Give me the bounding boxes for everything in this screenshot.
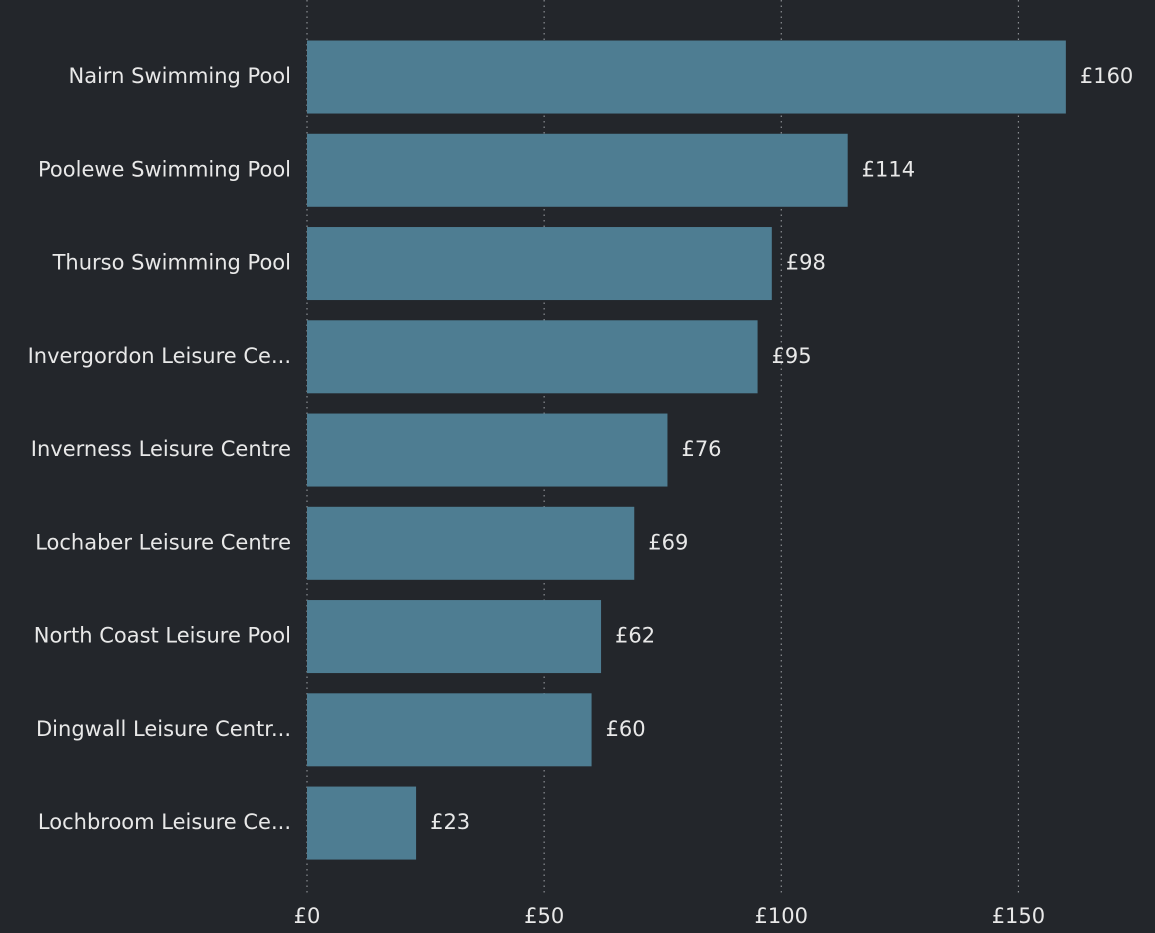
bar — [307, 227, 772, 301]
y-tick-label: Dingwall Leisure Centr... — [36, 717, 291, 741]
value-label: £98 — [786, 251, 826, 275]
y-tick-label: Invergordon Leisure Ce... — [28, 344, 291, 368]
y-tick-label: Lochaber Leisure Centre — [35, 530, 291, 554]
value-label: £76 — [681, 437, 721, 461]
y-tick-label: Lochbroom Leisure Ce... — [38, 810, 291, 834]
bar — [307, 413, 668, 487]
bar — [307, 320, 758, 394]
value-label: £95 — [772, 344, 812, 368]
x-tick-label: £100 — [755, 904, 808, 928]
bar — [307, 786, 417, 860]
value-label: £69 — [648, 530, 688, 554]
bar — [307, 40, 1066, 114]
x-tick-label: £0 — [294, 904, 321, 928]
bar — [307, 693, 592, 767]
y-tick-label: North Coast Leisure Pool — [34, 624, 291, 648]
bar — [307, 133, 848, 207]
y-tick-label: Poolewe Swimming Pool — [38, 157, 291, 181]
bar — [307, 600, 602, 674]
y-tick-label: Inverness Leisure Centre — [31, 437, 291, 461]
bar — [307, 506, 635, 580]
value-label: £60 — [606, 717, 646, 741]
x-tick-label: £150 — [992, 904, 1045, 928]
value-label: £23 — [430, 810, 470, 834]
y-tick-label: Thurso Swimming Pool — [52, 251, 291, 275]
value-label: £160 — [1080, 64, 1133, 88]
x-tick-label: £50 — [524, 904, 564, 928]
y-tick-label: Nairn Swimming Pool — [68, 64, 291, 88]
value-label: £114 — [862, 157, 915, 181]
value-label: £62 — [615, 624, 655, 648]
